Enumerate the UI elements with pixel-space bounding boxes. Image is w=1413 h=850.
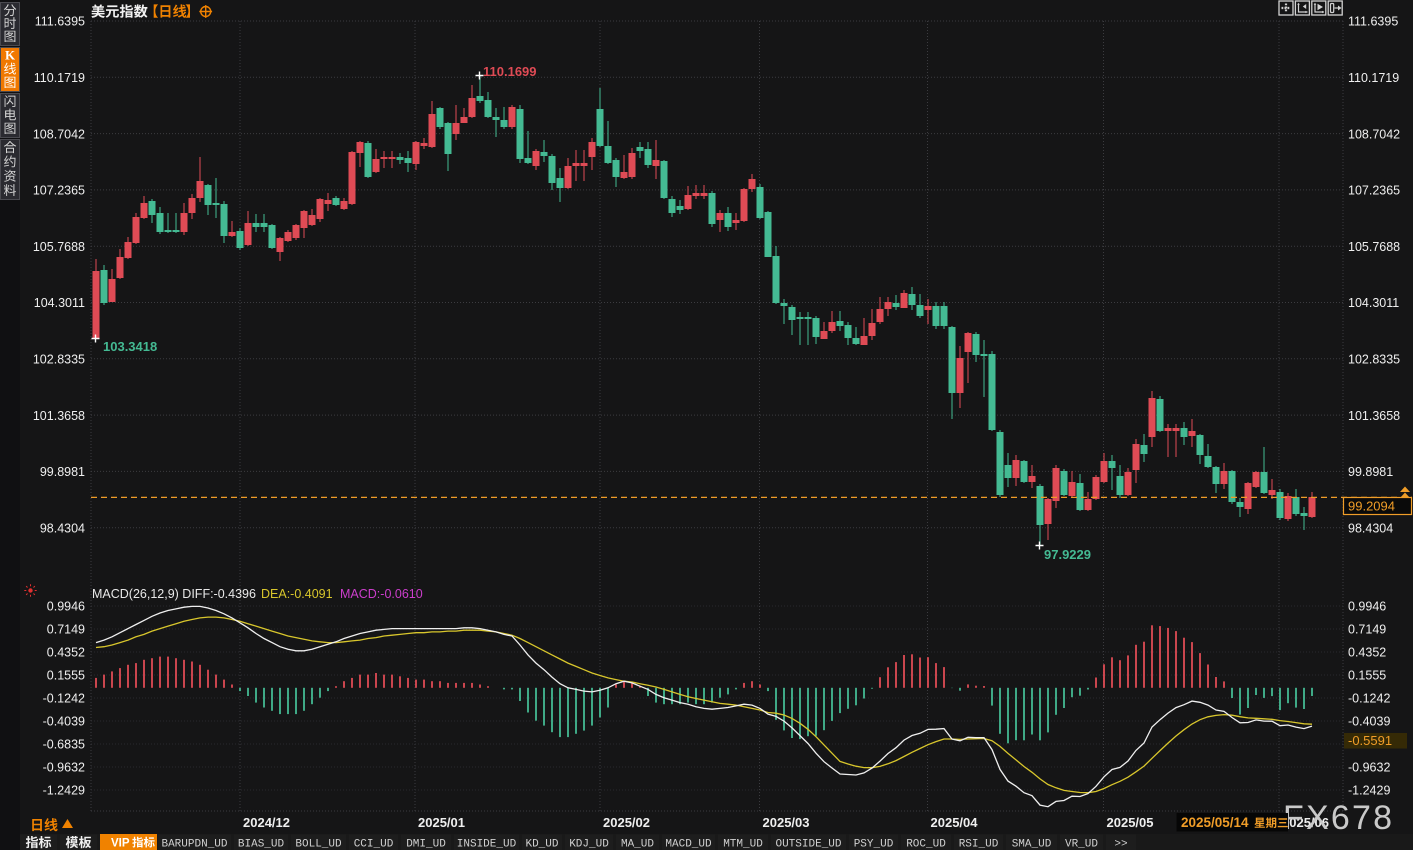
svg-text:ROC_UD: ROC_UD [906, 839, 946, 850]
svg-text:110.1719: 110.1719 [1348, 71, 1399, 85]
svg-text:BARUPDN_UD: BARUPDN_UD [161, 839, 227, 850]
svg-text:INSIDE_UD: INSIDE_UD [457, 839, 517, 850]
svg-text:110.1719: 110.1719 [34, 71, 85, 85]
svg-text:CCI_UD: CCI_UD [354, 839, 394, 850]
svg-text:2025/02: 2025/02 [603, 815, 650, 830]
svg-text:110.1699: 110.1699 [483, 64, 537, 79]
svg-text:107.2365: 107.2365 [1348, 184, 1400, 198]
svg-text:2025/04: 2025/04 [931, 815, 979, 830]
svg-text:BOLL_UD: BOLL_UD [295, 839, 342, 850]
svg-text:MTM_UD: MTM_UD [723, 839, 763, 850]
svg-text:99.2094: 99.2094 [1348, 499, 1395, 514]
svg-text:>>: >> [1114, 839, 1127, 850]
svg-text:104.3011: 104.3011 [34, 296, 85, 310]
svg-text:VR_UD: VR_UD [1065, 839, 1098, 850]
svg-text:2025/01: 2025/01 [418, 815, 465, 830]
svg-text:SMA_UD: SMA_UD [1012, 839, 1052, 850]
svg-text:0.7149: 0.7149 [1348, 623, 1386, 637]
svg-text:0.1555: 0.1555 [47, 669, 85, 683]
svg-text:108.7042: 108.7042 [1348, 127, 1400, 141]
svg-text:111.6395: 111.6395 [1348, 15, 1398, 29]
svg-text:102.8335: 102.8335 [1348, 353, 1400, 367]
svg-text:KD_UD: KD_UD [525, 839, 558, 850]
svg-text:BIAS_UD: BIAS_UD [238, 839, 285, 850]
svg-text:-1.2429: -1.2429 [43, 784, 85, 798]
svg-text:101.3658: 101.3658 [33, 409, 85, 423]
svg-text:DEA:-0.4091: DEA:-0.4091 [261, 587, 333, 601]
svg-text:99.8981: 99.8981 [40, 465, 85, 479]
svg-text:97.9229: 97.9229 [1044, 547, 1091, 562]
svg-text:107.2365: 107.2365 [33, 184, 85, 198]
svg-text:0.4352: 0.4352 [1348, 646, 1386, 660]
svg-text:98.4304: 98.4304 [40, 521, 85, 535]
svg-text:FX678: FX678 [1283, 799, 1394, 837]
svg-text:K: K [5, 48, 16, 63]
svg-text:-0.1242: -0.1242 [1348, 692, 1390, 706]
svg-text:101.3658: 101.3658 [1348, 409, 1400, 423]
svg-text:-0.9632: -0.9632 [1348, 761, 1390, 775]
svg-text:105.7688: 105.7688 [33, 240, 85, 254]
svg-text:99.8981: 99.8981 [1348, 465, 1393, 479]
svg-text:KDJ_UD: KDJ_UD [569, 839, 609, 850]
svg-text:-0.9632: -0.9632 [43, 761, 85, 775]
svg-text:VIP: VIP [111, 838, 130, 850]
svg-text:0.9946: 0.9946 [47, 600, 85, 614]
svg-text:MA_UD: MA_UD [621, 839, 654, 850]
svg-text:DMI_UD: DMI_UD [406, 839, 446, 850]
svg-text:2024/12: 2024/12 [243, 815, 290, 830]
svg-text:OUTSIDE_UD: OUTSIDE_UD [775, 839, 841, 850]
svg-text:PSY_UD: PSY_UD [854, 839, 894, 850]
svg-text:-0.1242: -0.1242 [43, 692, 85, 706]
svg-text:0.1555: 0.1555 [1348, 669, 1386, 683]
svg-text:2025/05/14: 2025/05/14 [1181, 815, 1249, 830]
svg-text:0.9946: 0.9946 [1348, 600, 1386, 614]
svg-text:-0.6835: -0.6835 [43, 738, 85, 752]
svg-text:RSI_UD: RSI_UD [959, 839, 999, 850]
svg-text:-0.4039: -0.4039 [1348, 715, 1390, 729]
svg-text:0.4352: 0.4352 [47, 646, 85, 660]
svg-text:-0.5591: -0.5591 [1348, 733, 1392, 748]
svg-text:108.7042: 108.7042 [33, 127, 85, 141]
svg-text:-1.2429: -1.2429 [1348, 784, 1390, 798]
svg-text:MACD_UD: MACD_UD [665, 839, 712, 850]
svg-text:98.4304: 98.4304 [1348, 521, 1393, 535]
svg-text:2025/06: 2025/06 [1282, 815, 1329, 830]
svg-text:0.7149: 0.7149 [47, 623, 85, 637]
svg-text:MACD(26,12,9) DIFF:-0.4396: MACD(26,12,9) DIFF:-0.4396 [92, 587, 256, 601]
svg-text:111.6395: 111.6395 [35, 15, 85, 29]
svg-text:MACD:-0.0610: MACD:-0.0610 [340, 587, 423, 601]
svg-text:102.8335: 102.8335 [33, 353, 85, 367]
svg-text:104.3011: 104.3011 [1348, 296, 1399, 310]
svg-text:103.3418: 103.3418 [103, 339, 157, 354]
svg-text:-0.4039: -0.4039 [43, 715, 85, 729]
svg-text:2025/05: 2025/05 [1107, 815, 1154, 830]
svg-text:2025/03: 2025/03 [763, 815, 810, 830]
svg-text:105.7688: 105.7688 [1348, 240, 1400, 254]
